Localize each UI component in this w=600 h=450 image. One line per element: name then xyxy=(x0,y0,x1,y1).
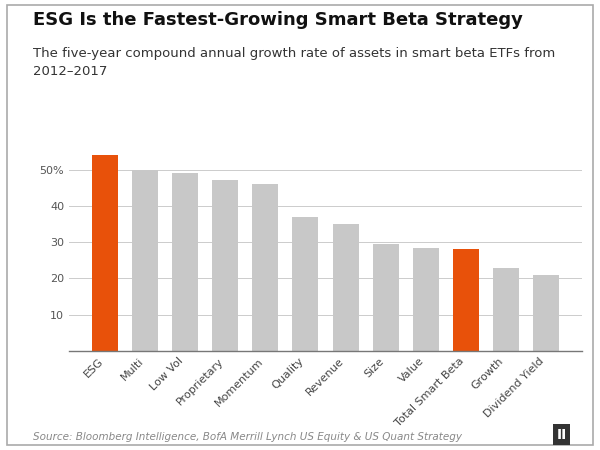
Text: II: II xyxy=(557,428,567,442)
Text: The five-year compound annual growth rate of assets in smart beta ETFs from
2012: The five-year compound annual growth rat… xyxy=(33,47,555,78)
Bar xyxy=(493,268,518,351)
Bar xyxy=(92,155,118,351)
Text: Source: Bloomberg Intelligence, BofA Merrill Lynch US Equity & US Quant Strategy: Source: Bloomberg Intelligence, BofA Mer… xyxy=(33,432,462,442)
Bar xyxy=(212,180,238,351)
Bar xyxy=(253,184,278,351)
Bar xyxy=(133,170,158,351)
Bar xyxy=(332,224,359,351)
Bar xyxy=(533,275,559,351)
Bar xyxy=(172,173,199,351)
Bar xyxy=(292,217,319,351)
Bar xyxy=(452,249,479,351)
Text: ESG Is the Fastest-Growing Smart Beta Strategy: ESG Is the Fastest-Growing Smart Beta St… xyxy=(33,11,523,29)
Bar xyxy=(413,248,439,351)
Bar xyxy=(373,244,398,351)
